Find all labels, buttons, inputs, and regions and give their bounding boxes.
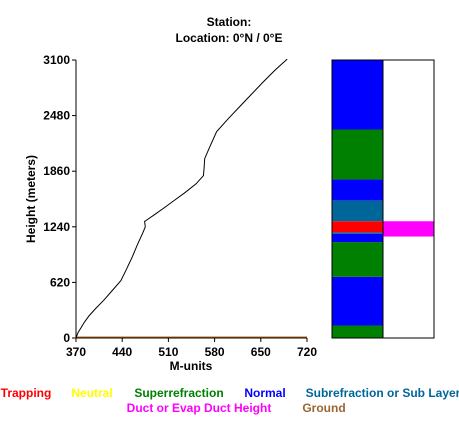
plot-area: 0 620 1240 1860 2480 3100 370 440 510 580 650 720 xyxy=(43,53,317,359)
station-label: Station: xyxy=(207,15,252,29)
y-tick-label: 2480 xyxy=(43,109,70,123)
layer-segment-normal xyxy=(332,179,383,201)
layer-segment-trapping xyxy=(332,221,383,233)
duct-height-marker xyxy=(383,221,434,237)
y-tick-label: 1240 xyxy=(43,220,70,234)
x-tick-label: 650 xyxy=(251,345,271,359)
legend-item-trapping: Trapping xyxy=(1,386,52,400)
y-ticks: 0 620 1240 1860 2480 3100 xyxy=(43,53,76,345)
legend-item-subrefraction: Subrefraction or Sub Layer xyxy=(306,386,459,400)
y-tick-label: 1860 xyxy=(43,164,70,178)
x-ticks: 370 440 510 580 650 720 xyxy=(66,338,317,359)
y-tick-label: 3100 xyxy=(43,53,70,67)
layer-segment-normal xyxy=(332,233,383,243)
layer-segment-superrefraction xyxy=(332,242,383,277)
legend: Trapping Neutral Superrefraction Normal Subr… xyxy=(1,386,459,415)
x-axis-label: M-units xyxy=(170,359,213,373)
legend-item-ground: Ground xyxy=(302,401,345,415)
legend-item-neutral: Neutral xyxy=(71,386,112,400)
layer-bar xyxy=(332,60,434,338)
layer-segment-normal xyxy=(332,325,383,338)
x-tick-label: 440 xyxy=(112,345,132,359)
layer-segment-superrefraction xyxy=(332,129,383,180)
legend-item-duct: Duct or Evap Duct Height xyxy=(127,401,272,415)
layer-segment-normal xyxy=(332,276,383,326)
layer-segment-normal xyxy=(332,60,383,130)
legend-item-normal: Normal xyxy=(244,386,285,400)
y-tick-label: 0 xyxy=(63,331,70,345)
x-tick-label: 510 xyxy=(158,345,178,359)
location-label: Location: 0°N / 0°E xyxy=(176,31,283,45)
x-tick-label: 370 xyxy=(66,345,86,359)
m-unit-profile-line xyxy=(75,58,288,339)
x-tick-label: 580 xyxy=(205,345,225,359)
legend-item-superrefraction: Superrefraction xyxy=(134,386,223,400)
x-tick-label: 720 xyxy=(297,345,317,359)
layer-segment-subrefraction xyxy=(332,200,383,222)
layer-segment-subrefraction xyxy=(332,232,383,234)
y-tick-label: 620 xyxy=(50,275,70,289)
y-axis-label: Height (meters) xyxy=(24,155,38,243)
